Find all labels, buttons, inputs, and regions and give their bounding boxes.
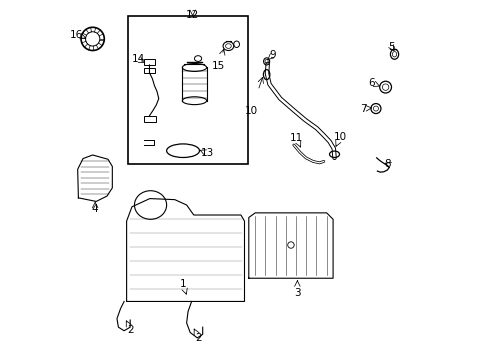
Polygon shape — [78, 155, 112, 202]
Text: 8: 8 — [383, 159, 390, 169]
Polygon shape — [248, 213, 332, 278]
Text: 7: 7 — [359, 104, 366, 113]
Text: 2: 2 — [127, 325, 134, 335]
Text: 16: 16 — [70, 30, 83, 40]
Text: 11: 11 — [289, 133, 302, 143]
Text: 13: 13 — [200, 148, 214, 158]
Text: 2: 2 — [195, 333, 202, 343]
Text: 1: 1 — [180, 279, 186, 289]
Text: 9: 9 — [269, 50, 276, 60]
Text: 5: 5 — [387, 42, 394, 52]
Text: 6: 6 — [367, 78, 374, 88]
Text: 4: 4 — [92, 204, 98, 214]
Text: 10: 10 — [244, 106, 257, 116]
Text: 10: 10 — [333, 132, 346, 142]
Text: 12: 12 — [186, 10, 199, 19]
Text: 15: 15 — [212, 62, 225, 71]
Text: 3: 3 — [293, 288, 300, 297]
Polygon shape — [126, 199, 244, 301]
Text: 14: 14 — [131, 54, 145, 64]
Ellipse shape — [134, 191, 166, 219]
Bar — [128, 16, 247, 164]
